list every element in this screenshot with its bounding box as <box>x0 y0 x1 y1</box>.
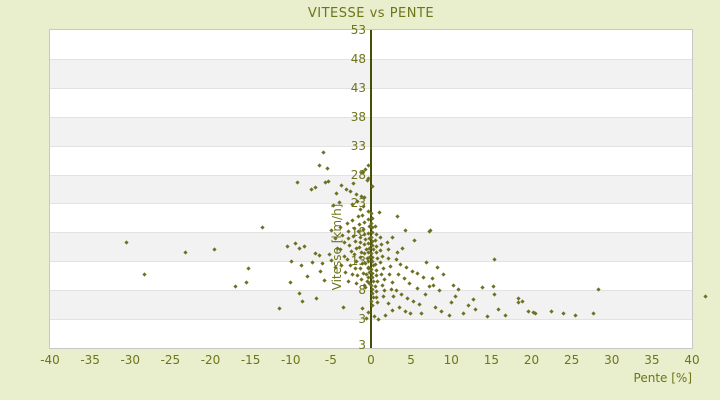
x-tick-label: 5 <box>407 353 415 367</box>
x-tick-label: 25 <box>563 353 580 367</box>
y-tick-label: 3 <box>358 338 366 352</box>
zero-axis-line <box>370 30 372 348</box>
x-tick-label: -15 <box>240 353 261 367</box>
x-tick-label: 10 <box>443 353 459 367</box>
data-point <box>349 271 355 277</box>
data-point <box>357 234 363 240</box>
chart-title: VITESSE vs PENTE <box>307 6 435 21</box>
x-axis-title: Pente [%] <box>633 371 692 385</box>
x-tick-label: -25 <box>160 353 181 367</box>
y-tick-label: 53 <box>350 23 366 37</box>
y-tick-label: 3 <box>358 312 366 327</box>
y-tick-label: 48 <box>350 51 366 66</box>
plot-area <box>49 29 709 349</box>
x-tick-label: 40 <box>684 353 700 367</box>
x-tick-label: 0 <box>367 353 375 367</box>
y-tick-label: 28 <box>350 167 366 182</box>
x-tick-label: -30 <box>120 353 141 367</box>
x-tick-label: -40 <box>40 353 60 367</box>
data-point <box>703 293 709 299</box>
x-tick-label: 20 <box>523 353 540 367</box>
x-tick-label: -10 <box>280 353 301 367</box>
x-tick-label: 35 <box>644 353 660 367</box>
x-tick-label: 15 <box>483 353 500 367</box>
y-tick-label: 43 <box>350 80 366 95</box>
x-tick-label: 30 <box>604 353 620 367</box>
y-tick-label: 33 <box>350 138 366 153</box>
x-tick-label: -35 <box>80 353 100 367</box>
x-tick-label: -5 <box>324 353 337 367</box>
x-tick-label: -20 <box>200 353 221 367</box>
y-tick-label: 38 <box>350 109 366 124</box>
data-point <box>402 308 408 314</box>
y-tick-label: 8 <box>358 283 366 298</box>
